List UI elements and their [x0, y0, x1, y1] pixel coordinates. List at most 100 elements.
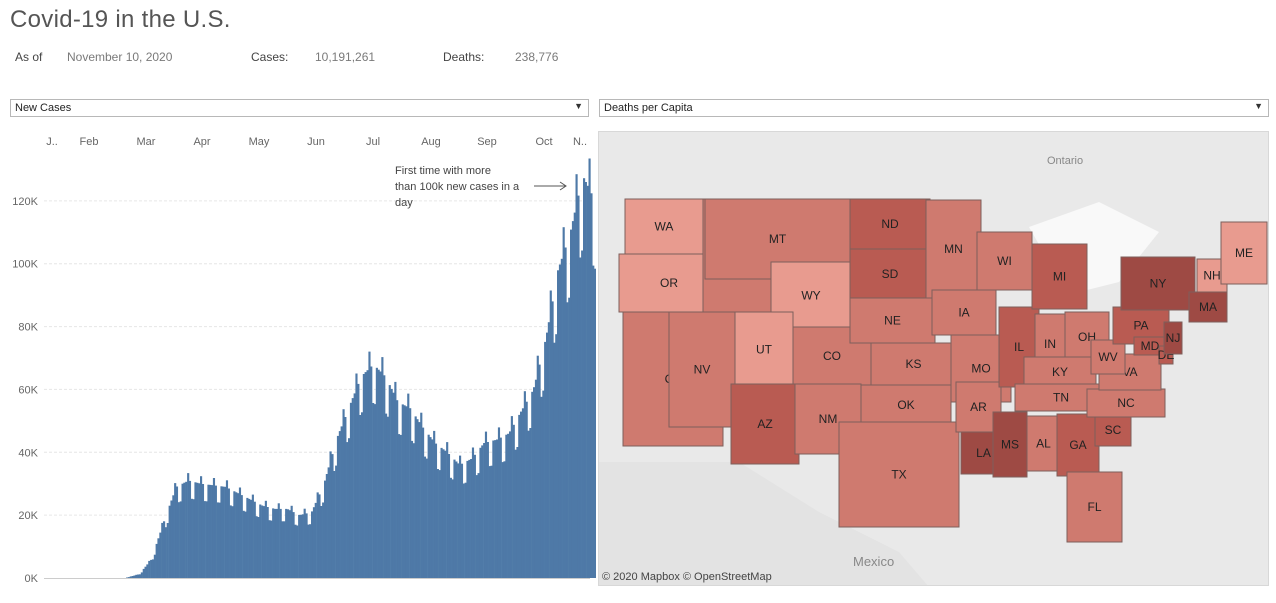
bar[interactable] — [366, 370, 369, 578]
bar[interactable] — [126, 577, 129, 579]
bar[interactable] — [466, 460, 469, 578]
bar[interactable] — [525, 401, 528, 578]
bar[interactable] — [401, 404, 404, 578]
bar[interactable] — [242, 510, 245, 578]
bar[interactable] — [342, 409, 345, 578]
bar[interactable] — [414, 416, 417, 578]
bar[interactable] — [203, 501, 206, 578]
bar[interactable] — [251, 494, 254, 578]
bar[interactable] — [544, 341, 547, 578]
bar[interactable] — [290, 505, 293, 578]
bar[interactable] — [568, 297, 571, 578]
bar[interactable] — [583, 178, 586, 578]
bar[interactable] — [383, 375, 386, 578]
bar[interactable] — [338, 431, 341, 578]
bar[interactable] — [492, 440, 495, 579]
bar[interactable] — [403, 405, 406, 578]
bar[interactable] — [214, 485, 217, 578]
bar[interactable] — [279, 508, 282, 578]
bar[interactable] — [146, 564, 149, 578]
bar[interactable] — [459, 455, 462, 578]
bar[interactable] — [294, 524, 297, 578]
us-map[interactable]: WAORCAIDNVMTWYUTCOAZNMNDSDNEKSOKTXMNIAMO… — [598, 131, 1269, 586]
state-nj[interactable] — [1163, 321, 1183, 355]
bar[interactable] — [390, 388, 393, 578]
bar[interactable] — [523, 391, 526, 578]
bar[interactable] — [231, 506, 234, 578]
chart-metric-dropdown[interactable]: New Cases ▼ — [10, 99, 589, 117]
bar[interactable] — [264, 500, 267, 578]
bar[interactable] — [183, 482, 186, 578]
bar[interactable] — [564, 247, 567, 579]
bar[interactable] — [562, 227, 565, 578]
bar[interactable] — [449, 477, 452, 578]
bar[interactable] — [248, 498, 251, 578]
bar[interactable] — [361, 412, 364, 578]
bar[interactable] — [153, 554, 156, 578]
bar[interactable] — [488, 466, 491, 578]
bar[interactable] — [581, 250, 584, 579]
bar[interactable] — [499, 437, 502, 578]
bar[interactable] — [509, 431, 512, 578]
bar[interactable] — [148, 560, 151, 578]
bar[interactable] — [238, 487, 242, 579]
bar[interactable] — [150, 559, 153, 578]
bar[interactable] — [520, 411, 523, 578]
bar[interactable] — [549, 290, 552, 579]
bar[interactable] — [462, 483, 465, 579]
state-al[interactable] — [1026, 415, 1061, 472]
bar[interactable] — [194, 482, 197, 578]
bar[interactable] — [349, 402, 353, 578]
bar[interactable] — [412, 443, 415, 578]
bar[interactable] — [137, 574, 140, 579]
bar[interactable] — [164, 527, 167, 578]
bar[interactable] — [235, 492, 238, 578]
bar[interactable] — [422, 427, 425, 578]
bar[interactable] — [205, 501, 208, 578]
state-nv[interactable] — [668, 311, 736, 428]
bar[interactable] — [377, 369, 380, 578]
bar[interactable] — [451, 479, 454, 578]
bar[interactable] — [510, 416, 513, 578]
state-ma[interactable] — [1188, 291, 1228, 323]
bar[interactable] — [198, 483, 201, 578]
bar[interactable] — [159, 532, 162, 578]
bar[interactable] — [131, 576, 134, 578]
bar[interactable] — [477, 473, 480, 578]
bar[interactable] — [446, 442, 449, 578]
bar[interactable] — [468, 459, 471, 578]
bar[interactable] — [225, 480, 229, 578]
bar[interactable] — [501, 462, 504, 578]
bar[interactable] — [200, 476, 203, 578]
bar[interactable] — [209, 484, 212, 578]
state-me[interactable] — [1220, 221, 1268, 285]
bar[interactable] — [331, 454, 334, 578]
state-fl[interactable] — [1066, 471, 1123, 543]
bar[interactable] — [490, 465, 493, 578]
bar[interactable] — [340, 426, 343, 578]
bar[interactable] — [503, 461, 506, 578]
bar[interactable] — [481, 445, 484, 578]
bar[interactable] — [392, 392, 395, 578]
state-ga[interactable] — [1056, 413, 1100, 477]
bar[interactable] — [486, 442, 489, 578]
bar[interactable] — [333, 471, 336, 578]
bar[interactable] — [296, 525, 299, 579]
bar[interactable] — [270, 520, 273, 578]
bar[interactable] — [227, 488, 230, 579]
bar[interactable] — [399, 434, 402, 578]
state-az[interactable] — [730, 383, 800, 465]
bar[interactable] — [207, 484, 210, 578]
bar[interactable] — [229, 505, 232, 578]
bar[interactable] — [386, 416, 390, 578]
dropdown-arrow-icon[interactable]: ▼ — [1254, 101, 1263, 111]
bar[interactable] — [212, 478, 216, 578]
bar[interactable] — [455, 461, 458, 579]
bar[interactable] — [453, 459, 456, 578]
bar[interactable] — [325, 474, 328, 578]
bar[interactable] — [190, 498, 193, 578]
bar[interactable] — [185, 481, 188, 578]
bar[interactable] — [140, 572, 143, 578]
bar[interactable] — [409, 408, 412, 578]
bar[interactable] — [553, 342, 556, 578]
